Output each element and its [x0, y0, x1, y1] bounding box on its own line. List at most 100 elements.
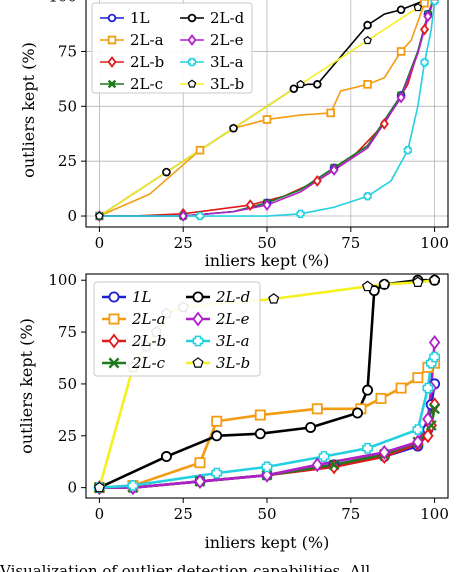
data-point-3L-a	[127, 480, 139, 491]
data-point-3L-a	[318, 451, 330, 462]
y-tick-label: 0	[67, 207, 77, 225]
data-point-3L-a	[430, 0, 439, 6]
data-point-3L-a	[261, 461, 273, 473]
legend-item-2L-e: 2L-e	[180, 31, 244, 49]
legend-marker-2L-c	[107, 79, 117, 89]
data-point-2L-c	[328, 459, 340, 471]
legend-label-3L-a: 3L-a	[216, 332, 250, 350]
data-point-3L-b	[162, 167, 171, 176]
legend-marker-2L-d	[187, 13, 197, 23]
data-point-2L-d	[289, 84, 299, 94]
legend-label-3L-a: 3L-a	[210, 53, 244, 71]
data-point-2L-c	[429, 403, 441, 415]
data-point-3L-a	[363, 192, 372, 201]
data-point-3L-b	[296, 79, 305, 88]
legend-item-2L-c: 2L-c	[100, 75, 163, 93]
data-point-2L-a	[395, 382, 407, 394]
data-point-3L-a	[412, 424, 424, 435]
legend-label-2L-b: 2L-b	[130, 53, 164, 71]
x-tick-label: 50	[257, 505, 276, 523]
x-tick-label: 100	[420, 505, 449, 523]
legend-item-3L-b: 3L-b	[186, 354, 250, 372]
legend-item-3L-b: 3L-b	[180, 75, 244, 93]
data-point-2L-e	[412, 434, 424, 450]
top-series-markers	[94, 0, 439, 222]
top-y-axis-label: outliers kept (%)	[19, 42, 38, 178]
y-tick-label: 75	[58, 323, 77, 341]
data-point-2L-b	[379, 117, 389, 130]
data-point-2L-a	[311, 403, 323, 415]
top-legend: 1L 2L-a 2L-b 2L-c 2L-d 2L-e 3L-a 3L-b	[91, 2, 253, 94]
legend-label-2L-d: 2L-d	[210, 9, 245, 27]
legend-label-3L-b: 3L-b	[210, 75, 244, 93]
data-point-2L-a	[396, 47, 406, 56]
data-point-2L-e	[329, 164, 339, 176]
legend-item-2L-d: 2L-d	[186, 288, 250, 306]
series-line-3L-a	[99, 356, 436, 489]
legend-item-2L-c: 2L-c	[102, 354, 166, 372]
chart-top: 0 25 50 75 100 0 25 50 75 100 inliers kept (%) o…	[19, 0, 449, 270]
data-point-3L-a	[362, 442, 373, 454]
data-point-3L-b	[363, 35, 372, 45]
legend-item-2L-a: 2L-a	[102, 310, 166, 328]
x-tick-label: 25	[174, 234, 193, 252]
data-point-2L-d	[254, 428, 266, 440]
data-point-3L-b	[429, 274, 441, 285]
data-point-2L-d	[396, 5, 406, 15]
legend-item-3L-a: 3L-a	[180, 53, 244, 71]
data-point-3L-a	[211, 467, 223, 479]
legend-box	[91, 2, 253, 94]
series-line-3L-b	[98, 0, 431, 217]
legend-label-2L-d: 2L-d	[215, 288, 250, 306]
legend-label-2L-c: 2L-c	[131, 354, 166, 372]
legend-marker-2L-b	[108, 333, 120, 349]
x-tick-label: 0	[95, 505, 105, 523]
legend-label-2L-a: 2L-a	[131, 310, 166, 328]
data-point-2L-e	[428, 334, 441, 350]
legend-marker-2L-c	[108, 357, 120, 369]
x-tick-label: 100	[420, 234, 449, 252]
data-point-2L-d	[312, 80, 322, 89]
data-point-2L-e	[378, 444, 391, 460]
top-x-ticks: 0 25 50 75 100	[95, 227, 449, 252]
data-point-3L-a	[195, 211, 205, 221]
top-y-ticks: 0 25 50 75 100	[48, 0, 86, 225]
x-tick-label: 50	[257, 234, 276, 252]
data-point-2L-e	[311, 457, 324, 473]
data-point-2L-a	[412, 372, 424, 384]
data-point-3L-a	[420, 58, 429, 67]
top-x-axis-label: inliers kept (%)	[205, 251, 330, 270]
legend-marker-2L-b	[107, 56, 117, 68]
legend-marker-3L-b	[187, 79, 197, 88]
legend-label-2L-c: 2L-c	[130, 75, 163, 93]
legend-label-2L-b: 2L-b	[131, 332, 166, 350]
data-point-2L-a	[254, 409, 266, 421]
bottom-y-ticks: 0 25 50 75 100	[48, 271, 86, 497]
legend-item-1L: 1L	[100, 9, 150, 27]
y-tick-label: 50	[58, 375, 77, 393]
x-tick-label: 25	[174, 505, 193, 523]
figure-caption: Visualization of outlier detection capab…	[0, 562, 370, 572]
data-point-2L-d	[160, 451, 172, 463]
data-point-3L-b	[413, 3, 423, 12]
legend-marker-2L-d	[192, 291, 204, 303]
data-point-2L-e	[178, 210, 188, 222]
y-tick-label: 0	[67, 479, 77, 497]
legend-label-2L-a: 2L-a	[130, 31, 164, 49]
data-point-2L-e	[396, 91, 406, 104]
data-point-2L-d	[351, 407, 363, 419]
bottom-x-ticks: 0 25 50 75 100	[95, 498, 449, 523]
data-point-3L-b	[93, 481, 105, 493]
data-point-3L-b	[268, 293, 280, 304]
data-point-3L-b	[412, 276, 424, 287]
data-point-3L-a	[422, 382, 434, 394]
data-point-2L-d	[211, 430, 223, 442]
legend-item-2L-a: 2L-a	[100, 31, 164, 49]
legend-item-2L-b: 2L-b	[100, 53, 164, 71]
legend-label-3L-b: 3L-b	[216, 354, 250, 372]
data-point-2L-a	[363, 80, 372, 89]
data-point-2L-a	[194, 457, 206, 469]
x-tick-label: 75	[341, 234, 360, 252]
data-point-2L-b	[312, 175, 322, 187]
legend-item-2L-b: 2L-b	[102, 332, 166, 350]
